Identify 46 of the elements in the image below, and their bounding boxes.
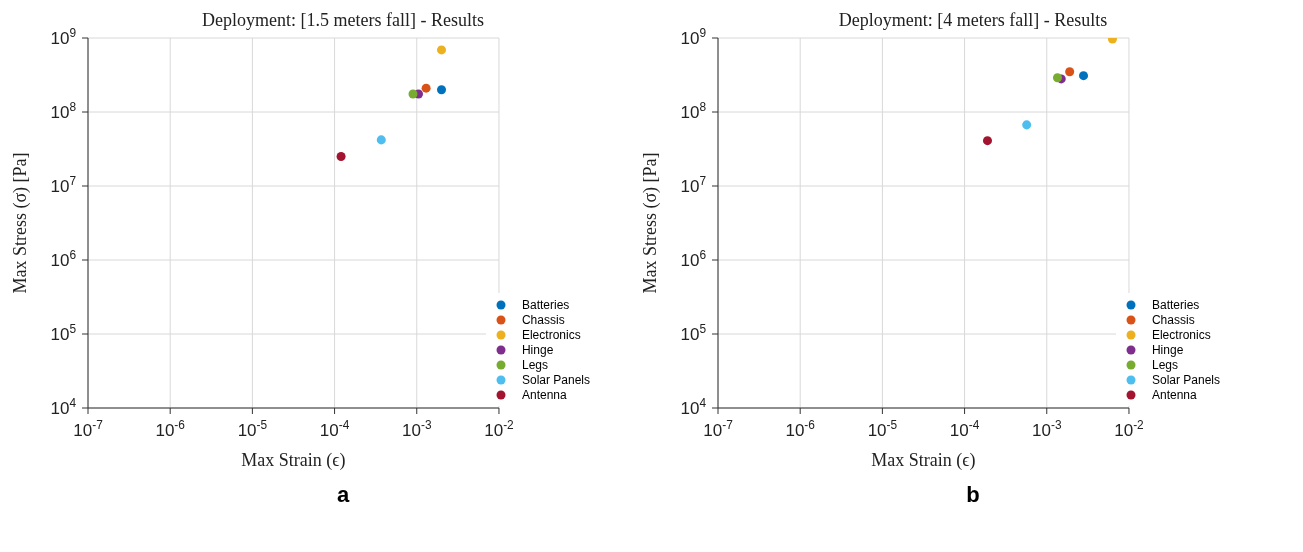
- y-tick-label: 10$^{9}$: [50, 26, 77, 48]
- y-axis-title: Max Stress (σ) [Pa]: [640, 152, 662, 294]
- y-tick-label: 10$^{8}$: [680, 100, 707, 122]
- x-axis-title: Max Strain (ϵ): [871, 450, 976, 471]
- legend-label: Chassis: [1151, 312, 1195, 327]
- chart-title: Deployment: [4 meters fall] - Results: [838, 10, 1108, 30]
- x-tick-label: 10$^{-7}$: [73, 418, 104, 440]
- chart-title: Deployment: [1.5 meters fall] - Results: [202, 10, 484, 30]
- y-tick-label: 10$^{9}$: [680, 26, 707, 48]
- y-tick-label: 10$^{6}$: [680, 248, 707, 270]
- x-tick-label: 10$^{-6}$: [785, 418, 816, 440]
- x-axis-title: Max Strain (ϵ): [241, 450, 346, 471]
- y-tick-label: 10$^{7}$: [680, 174, 707, 196]
- legend-label: Legs: [1151, 357, 1178, 372]
- legend-label: Legs: [521, 357, 548, 372]
- y-tick-label: 10$^{6}$: [50, 248, 77, 270]
- x-tick-label: 10$^{-2}$: [1114, 418, 1145, 440]
- x-tick-label: 10$^{-3}$: [1032, 418, 1062, 440]
- x-tick-label: 10$^{-2}$: [484, 418, 515, 440]
- x-tick-label: 10$^{-4}$: [949, 418, 980, 440]
- y-tick-label: 10$^{8}$: [50, 100, 77, 122]
- x-tick-label: 10$^{-5}$: [867, 418, 898, 440]
- legend-label: Solar Panels: [521, 372, 590, 387]
- legend-label: Hinge: [521, 342, 554, 357]
- text: a: [335, 482, 351, 508]
- legend-label: Antenna: [1151, 387, 1197, 402]
- legend-label: Antenna: [521, 387, 567, 402]
- legend-label: Batteries: [521, 297, 570, 312]
- legend-label: Solar Panels: [1151, 372, 1220, 387]
- x-tick-label: 10$^{-6}$: [155, 418, 186, 440]
- legend-label: Electronics: [521, 327, 581, 342]
- y-tick-label: 10$^{4}$: [680, 396, 707, 418]
- text: b: [965, 482, 981, 508]
- y-tick-label: 10$^{4}$: [50, 396, 77, 418]
- x-tick-label: 10$^{-4}$: [319, 418, 350, 440]
- x-tick-label: 10$^{-3}$: [402, 418, 432, 440]
- legend-label: Chassis: [521, 312, 565, 327]
- y-tick-label: 10$^{5}$: [680, 322, 707, 344]
- x-tick-label: 10$^{-7}$: [703, 418, 734, 440]
- legend-label: Hinge: [1151, 342, 1184, 357]
- y-tick-label: 10$^{5}$: [50, 322, 77, 344]
- y-tick-label: 10$^{7}$: [50, 174, 77, 196]
- x-tick-label: 10$^{-5}$: [237, 418, 268, 440]
- legend-label: Electronics: [1151, 327, 1211, 342]
- legend-label: Batteries: [1151, 297, 1200, 312]
- y-axis-title: Max Stress (σ) [Pa]: [10, 152, 32, 294]
